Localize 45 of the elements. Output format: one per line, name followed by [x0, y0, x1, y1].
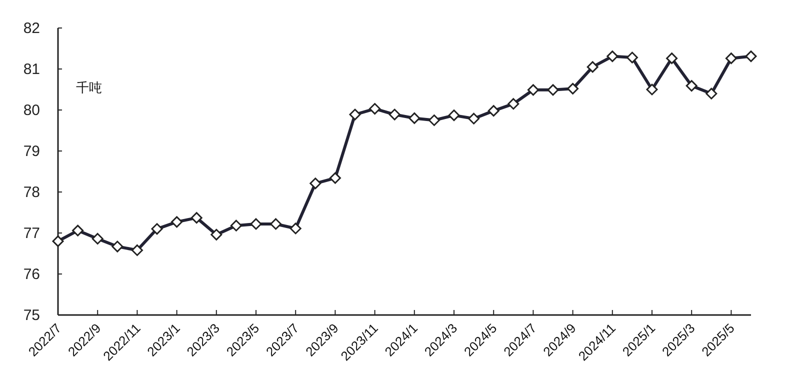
point: [606, 50, 618, 62]
y-tick-label: 81: [23, 61, 40, 78]
point: [250, 218, 262, 230]
point: [706, 88, 718, 100]
point: [369, 103, 381, 115]
point: [508, 98, 520, 110]
point: [686, 80, 698, 92]
point: [151, 223, 163, 235]
point: [112, 240, 124, 252]
point: [329, 172, 341, 184]
point: [270, 218, 282, 230]
y-tick-label: 80: [23, 102, 40, 119]
point: [230, 220, 242, 232]
point: [745, 50, 757, 62]
point: [131, 244, 143, 256]
y-tick-label: 82: [23, 20, 40, 37]
point: [626, 52, 638, 64]
point: [468, 112, 480, 124]
point: [290, 222, 302, 234]
point: [210, 228, 222, 240]
point: [408, 112, 420, 124]
point: [171, 216, 183, 228]
y-tick-label: 79: [23, 143, 40, 160]
y-tick-label: 77: [23, 225, 40, 242]
point: [72, 224, 84, 236]
point: [646, 84, 658, 96]
y-tick-label: 76: [23, 266, 40, 283]
y-axis-title: 千吨: [76, 80, 102, 95]
point: [52, 235, 64, 247]
point: [310, 178, 322, 190]
point: [586, 61, 598, 73]
point: [190, 212, 202, 224]
point: [349, 108, 361, 120]
point: [92, 232, 104, 244]
point: [388, 108, 400, 120]
y-tick-label: 75: [23, 307, 40, 324]
y-tick-label: 78: [23, 184, 40, 201]
point: [547, 84, 559, 96]
point: [448, 110, 460, 122]
point: [527, 84, 539, 96]
point: [567, 82, 579, 94]
point: [488, 105, 500, 117]
point: [725, 52, 737, 64]
point: [666, 52, 678, 64]
point: [428, 114, 440, 126]
